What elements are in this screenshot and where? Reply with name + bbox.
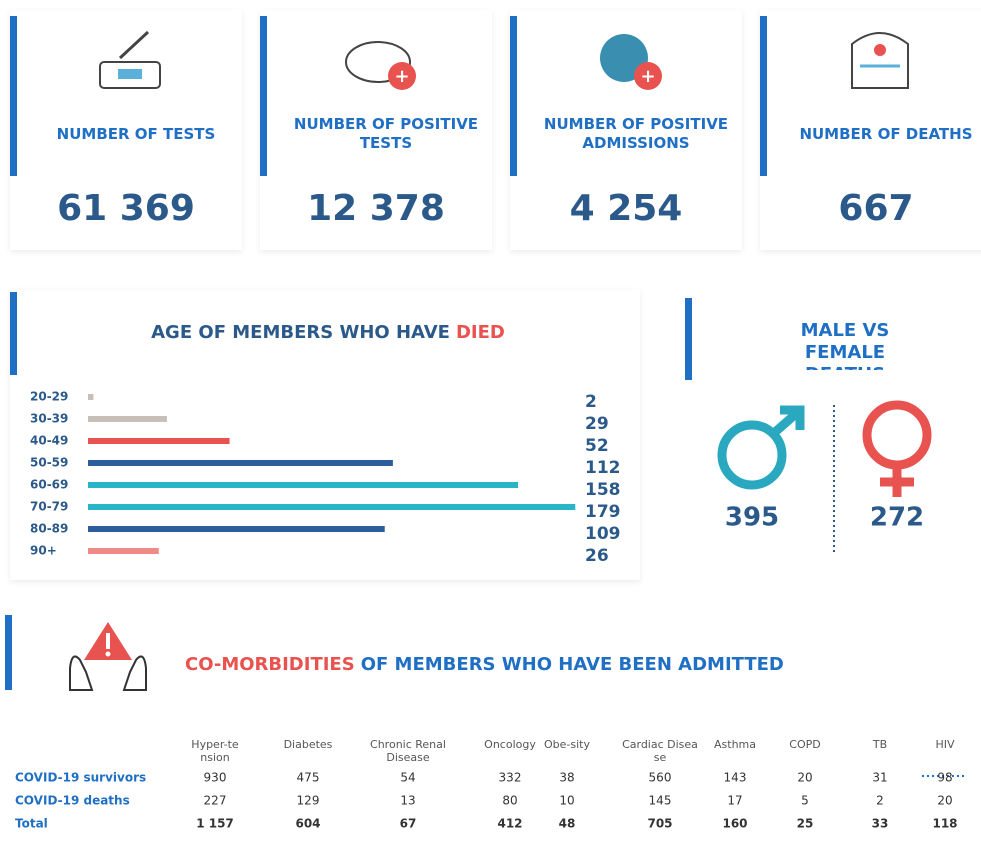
- row-label: COVID-19 deaths: [15, 794, 130, 808]
- bar: [88, 460, 393, 466]
- bar: [88, 504, 575, 510]
- category-label: 40-49: [30, 434, 68, 448]
- category-label: 20-29: [30, 390, 68, 404]
- table-cell: 98: [937, 771, 952, 785]
- table-cell: 160: [722, 817, 747, 831]
- table-cell: 38: [559, 771, 574, 785]
- warning-mark: [106, 633, 110, 649]
- column-header: Chronic Renal Disease: [368, 738, 448, 764]
- table-cell: 930: [204, 771, 227, 785]
- female-count: 272: [870, 503, 924, 533]
- value-label: 52: [585, 436, 609, 456]
- left-hand: [70, 656, 92, 690]
- value-label: 2: [585, 392, 597, 412]
- row-label: COVID-19 survivors: [15, 771, 146, 785]
- column-header: Cardiac Disease: [620, 738, 700, 764]
- male-count: 395: [725, 503, 779, 533]
- bar: [88, 548, 159, 554]
- bar: [88, 416, 167, 422]
- accent-bar: [5, 615, 12, 690]
- table-cell: 5: [801, 794, 809, 808]
- table-cell: 145: [649, 794, 672, 808]
- table-cell: 17: [727, 794, 742, 808]
- category-label: 60-69: [30, 478, 68, 492]
- table-cell: 2: [876, 794, 884, 808]
- panels: CO-MORBIDITIES OF MEMBERS WHO HAVE BEEN A…: [0, 0, 981, 850]
- row-label: Total: [15, 817, 48, 831]
- gender-title: MALE VS FEMALE DEATHS: [765, 320, 925, 370]
- table-cell: 25: [797, 817, 814, 831]
- value-label: 109: [585, 524, 621, 544]
- table-cell: 13: [400, 794, 415, 808]
- column-header-box: HIV: [900, 738, 981, 772]
- table-cell: 48: [559, 817, 576, 831]
- table-cell: 475: [297, 771, 320, 785]
- column-header-box: Obe-sity: [522, 738, 612, 772]
- column-header: Diabetes: [268, 738, 348, 751]
- table-cell: 80: [502, 794, 517, 808]
- column-header: Obe-sity: [541, 738, 593, 751]
- title-highlight: CO-MORBIDITIES: [185, 654, 355, 675]
- bar: [88, 482, 518, 488]
- column-header-box: Hyper-tension: [170, 738, 260, 772]
- table-cell: 143: [724, 771, 747, 785]
- category-label: 30-39: [30, 412, 68, 426]
- bar: [88, 438, 230, 444]
- table-cell: 560: [649, 771, 672, 785]
- column-header-box: Chronic Renal Disease: [363, 738, 453, 772]
- category-label: 90+: [30, 544, 57, 558]
- table-cell: 54: [400, 771, 415, 785]
- table-cell: 10: [559, 794, 574, 808]
- accent-bar: [10, 292, 17, 375]
- title-rest: OF MEMBERS WHO HAVE BEEN ADMITTED: [361, 654, 784, 675]
- value-label: 29: [585, 414, 609, 434]
- value-label: 179: [585, 502, 621, 522]
- column-header: COPD: [765, 738, 845, 751]
- table-cell: 20: [937, 794, 952, 808]
- warning-icon: [70, 622, 146, 690]
- table-cell: 705: [647, 817, 672, 831]
- title-main: AGE OF MEMBERS WHO HAVE: [151, 322, 450, 343]
- table-cell: 412: [497, 817, 522, 831]
- table-cell: 31: [872, 771, 887, 785]
- category-label: 70-79: [30, 500, 68, 514]
- table-cell: 604: [295, 817, 320, 831]
- column-header: Hyper-tension: [189, 738, 241, 764]
- gender-title-box: MALE VS FEMALE DEATHS: [730, 320, 960, 370]
- table-cell: 33: [872, 817, 889, 831]
- accent-bar: [685, 298, 692, 380]
- category-label: 80-89: [30, 522, 68, 536]
- table-cell: 129: [297, 794, 320, 808]
- value-label: 158: [585, 480, 621, 500]
- value-label: 26: [585, 546, 609, 566]
- infographic: NUMBER OF TESTS61 369+NUMBER OF POSITIVE…: [0, 0, 981, 850]
- table-cell: 227: [204, 794, 227, 808]
- column-header-box: Diabetes: [263, 738, 353, 772]
- table-cell: 1 157: [196, 817, 234, 831]
- column-header: HIV: [905, 738, 981, 751]
- warning-dot: [106, 652, 111, 657]
- table-cell: 118: [932, 817, 957, 831]
- table-cell: 20: [797, 771, 812, 785]
- bar: [88, 526, 385, 532]
- title-highlight: DIED: [456, 322, 505, 343]
- category-label: 50-59: [30, 456, 68, 470]
- right-hand: [124, 656, 146, 690]
- table-cell: 67: [400, 817, 417, 831]
- table-cell: 332: [499, 771, 522, 785]
- value-label: 112: [585, 458, 621, 478]
- comorbidity-title: CO-MORBIDITIES OF MEMBERS WHO HAVE BEEN A…: [185, 654, 784, 675]
- bar: [88, 394, 93, 400]
